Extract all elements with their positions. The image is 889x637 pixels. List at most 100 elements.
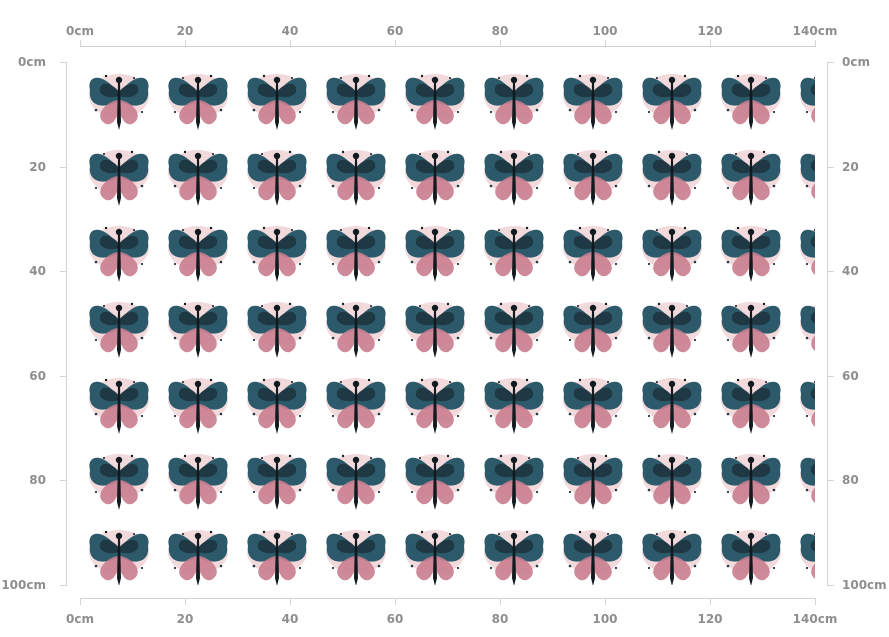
right-ruler-tick — [827, 375, 834, 377]
butterfly-motif — [563, 378, 623, 434]
butterfly-motif — [247, 74, 307, 130]
bottom-ruler-label: 120 — [697, 612, 723, 626]
butterfly-motif — [405, 150, 465, 206]
butterfly-motif — [405, 226, 465, 282]
butterfly-motif — [484, 378, 544, 434]
butterfly-motif — [405, 454, 465, 510]
top-ruler-label: 140cm — [792, 24, 838, 38]
left-ruler-tick — [60, 271, 67, 273]
butterfly-motif — [89, 454, 149, 510]
butterfly-motif — [168, 226, 228, 282]
butterfly-motif — [405, 74, 465, 130]
right-ruler-tick — [827, 62, 834, 63]
butterfly-motif — [326, 454, 386, 510]
bottom-ruler-label: 100 — [592, 612, 618, 626]
butterfly-motif — [642, 150, 702, 206]
butterfly-motif — [800, 74, 815, 130]
butterfly-motif — [563, 454, 623, 510]
butterfly-motif — [247, 378, 307, 434]
butterfly-motif — [247, 454, 307, 510]
butterfly-motif — [168, 530, 228, 585]
left-ruler-label: 80 — [29, 473, 46, 488]
right-ruler-label: 0cm — [842, 55, 870, 69]
butterfly-motif — [800, 378, 815, 434]
right-ruler-line — [827, 62, 828, 585]
butterfly-motif — [326, 530, 386, 585]
left-ruler-label: 100cm — [1, 578, 46, 592]
top-ruler-tick — [290, 40, 291, 47]
butterfly-motif — [642, 226, 702, 282]
butterfly-motif — [484, 302, 544, 358]
left-ruler-line — [66, 62, 67, 585]
butterfly-motif — [326, 74, 386, 130]
butterfly-motif — [326, 378, 386, 434]
butterfly-motif — [484, 74, 544, 130]
fabric-print-area — [80, 62, 815, 585]
top-ruler-label: 60 — [386, 24, 404, 38]
bottom-ruler-tick — [605, 598, 606, 605]
butterfly-motif — [563, 226, 623, 282]
butterfly-motif — [247, 226, 307, 282]
bottom-ruler-tick — [185, 598, 186, 605]
top-ruler-tick — [80, 40, 81, 47]
butterfly-motif — [168, 74, 228, 130]
left-ruler-label: 40 — [29, 264, 46, 279]
butterfly-motif — [89, 378, 149, 434]
butterfly-motif — [326, 302, 386, 358]
butterfly-motif — [800, 302, 815, 358]
right-ruler-tick — [827, 271, 834, 273]
butterfly-motif — [89, 302, 149, 358]
bottom-ruler-label: 20 — [176, 612, 194, 626]
bottom-ruler-tick — [290, 598, 291, 605]
butterfly-motif — [247, 150, 307, 206]
right-ruler-tick — [827, 166, 834, 168]
top-ruler-label: 100 — [592, 24, 618, 38]
butterfly-motif — [484, 226, 544, 282]
left-ruler-tick — [60, 62, 67, 63]
top-ruler-tick — [605, 40, 606, 47]
butterfly-motif — [563, 150, 623, 206]
top-ruler-label: 120 — [697, 24, 723, 38]
left-ruler-tick — [60, 480, 67, 482]
butterfly-motif — [642, 302, 702, 358]
top-ruler-tick — [500, 40, 501, 47]
butterfly-motif — [721, 302, 781, 358]
left-ruler-label: 0cm — [18, 55, 46, 69]
top-ruler-tick — [710, 40, 711, 47]
butterfly-motif — [168, 150, 228, 206]
left-ruler-tick — [60, 375, 67, 377]
butterfly-motif — [484, 454, 544, 510]
butterfly-motif — [642, 454, 702, 510]
top-ruler-tick — [395, 40, 396, 47]
butterfly-motif — [721, 454, 781, 510]
left-ruler-label: 60 — [29, 368, 46, 383]
butterfly-motif — [563, 74, 623, 130]
butterfly-motif — [168, 302, 228, 358]
butterfly-motif — [721, 226, 781, 282]
bottom-ruler-label: 80 — [491, 612, 509, 626]
butterfly-motif — [405, 302, 465, 358]
top-ruler-label: 20 — [176, 24, 194, 38]
right-ruler-tick — [827, 480, 834, 482]
right-ruler-tick — [827, 585, 834, 586]
butterfly-motif — [563, 530, 623, 585]
butterfly-motif — [484, 150, 544, 206]
bottom-ruler-tick — [710, 598, 711, 605]
butterfly-motif — [89, 150, 149, 206]
bottom-ruler-label: 140cm — [792, 612, 838, 626]
butterfly-motif — [800, 454, 815, 510]
bottom-ruler-line — [80, 598, 815, 599]
butterfly-motif — [484, 530, 544, 585]
bottom-ruler-label: 0cm — [66, 612, 94, 626]
butterfly-motif — [642, 378, 702, 434]
butterfly-motif — [168, 378, 228, 434]
right-ruler-label: 60 — [842, 368, 859, 383]
right-ruler-label: 40 — [842, 264, 859, 279]
top-ruler-label: 40 — [281, 24, 299, 38]
left-ruler-tick — [60, 166, 67, 168]
bottom-ruler-tick — [395, 598, 396, 605]
butterfly-motif — [326, 226, 386, 282]
bottom-ruler-label: 60 — [386, 612, 404, 626]
butterfly-motif — [563, 302, 623, 358]
top-ruler-label: 80 — [491, 24, 509, 38]
